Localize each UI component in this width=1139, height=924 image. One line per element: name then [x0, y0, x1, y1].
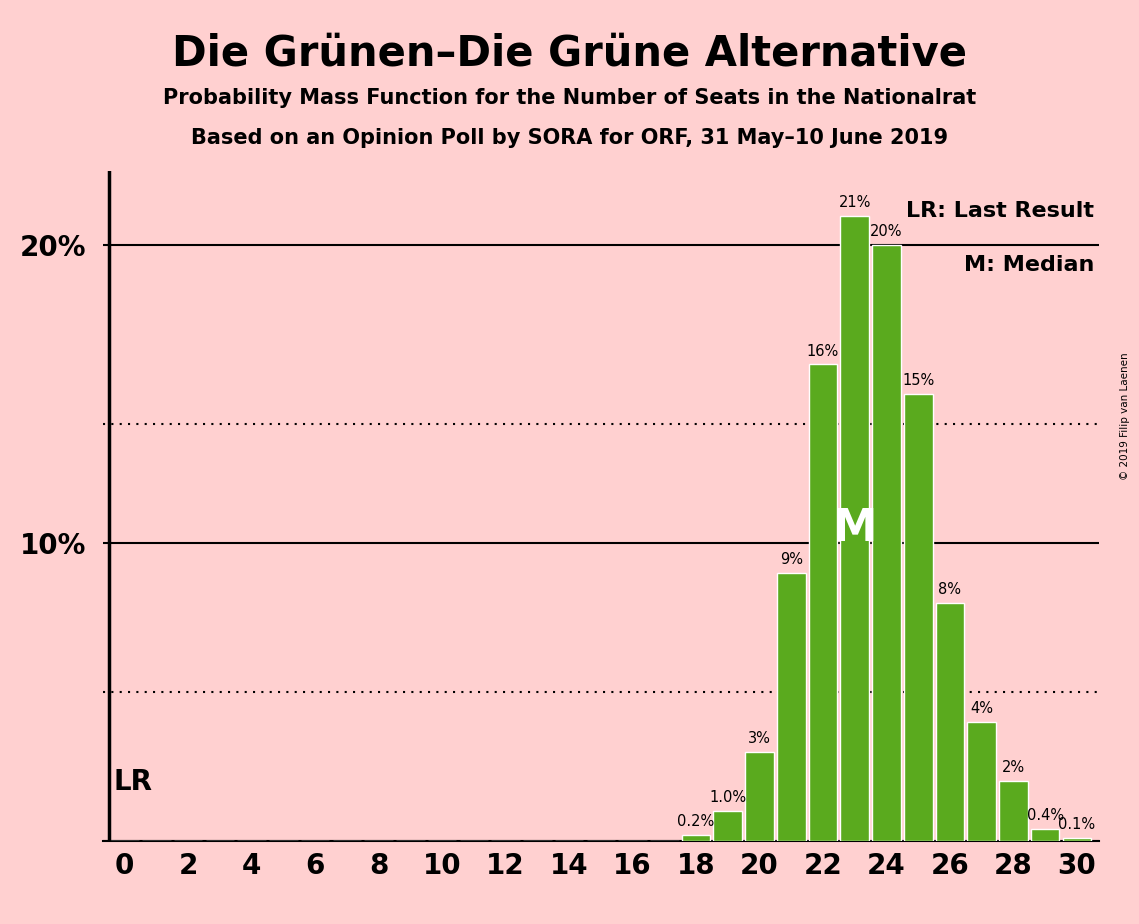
Text: © 2019 Filip van Laenen: © 2019 Filip van Laenen [1120, 352, 1130, 480]
Bar [904, 395, 933, 841]
Bar [841, 215, 869, 841]
Bar [999, 782, 1027, 841]
Bar [872, 246, 901, 841]
Text: 4%: 4% [970, 700, 993, 716]
Text: 21%: 21% [838, 195, 871, 210]
Bar [1063, 838, 1091, 841]
Text: LR: LR [114, 768, 153, 796]
Bar [935, 602, 965, 841]
Bar [745, 751, 773, 841]
Text: Probability Mass Function for the Number of Seats in the Nationalrat: Probability Mass Function for the Number… [163, 88, 976, 108]
Bar [713, 811, 743, 841]
Text: LR: Last Result: LR: Last Result [907, 201, 1095, 221]
Text: M: M [833, 506, 877, 550]
Bar [809, 364, 837, 841]
Text: 1.0%: 1.0% [710, 790, 746, 805]
Text: 0.2%: 0.2% [678, 814, 714, 829]
Text: 9%: 9% [780, 552, 803, 567]
Text: 15%: 15% [902, 373, 934, 388]
Text: 20%: 20% [870, 225, 903, 239]
Text: 0.1%: 0.1% [1058, 817, 1096, 832]
Text: 3%: 3% [748, 731, 771, 746]
Text: Based on an Opinion Poll by SORA for ORF, 31 May–10 June 2019: Based on an Opinion Poll by SORA for ORF… [191, 128, 948, 148]
Text: 0.4%: 0.4% [1026, 808, 1064, 823]
Text: 8%: 8% [939, 582, 961, 597]
Bar [682, 835, 711, 841]
Bar [1031, 829, 1059, 841]
Bar [967, 722, 995, 841]
Text: 16%: 16% [806, 344, 839, 359]
Text: 2%: 2% [1002, 760, 1025, 775]
Text: M: Median: M: Median [964, 255, 1095, 274]
Text: Die Grünen–Die Grüne Alternative: Die Grünen–Die Grüne Alternative [172, 32, 967, 74]
Bar [777, 573, 805, 841]
